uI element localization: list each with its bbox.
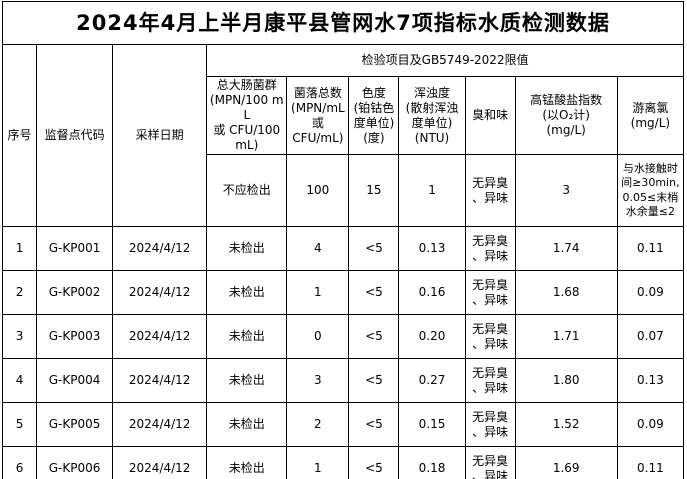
cell-free-chlorine: 0.09 <box>616 402 685 447</box>
cell-index: 2 <box>1 270 38 315</box>
col-header-index: 序号 <box>1 44 38 227</box>
cell-total-coliform: 未检出 <box>206 358 288 403</box>
cell-colony-count: 1 <box>286 270 350 315</box>
cell-colony-count: 3 <box>286 358 350 403</box>
col-header-turbidity: 浑浊度 (散射浑浊 度单位) (NTU) <box>398 76 466 155</box>
table-row: 6 G-KP006 2024/4/12 未检出 1 <5 0.18 无异臭 、异… <box>1 446 685 479</box>
cell-colony-count: 4 <box>286 226 350 271</box>
col-header-total-coliform: 总大肠菌群 (MPN/100 mL 或 CFU/100 mL) <box>206 76 288 155</box>
cell-free-chlorine: 0.09 <box>616 270 685 315</box>
cell-sample-date: 2024/4/12 <box>112 358 208 403</box>
cell-sample-date: 2024/4/12 <box>112 226 208 271</box>
limit-odor: 无异臭 、异味 <box>464 154 516 227</box>
cell-odor: 无异臭 、异味 <box>464 314 516 359</box>
cell-permanganate-index: 1.74 <box>514 226 618 271</box>
cell-free-chlorine: 0.13 <box>616 358 685 403</box>
cell-free-chlorine: 0.11 <box>616 226 685 271</box>
col-header-odor: 臭和味 <box>464 76 516 155</box>
table-row: 1 G-KP001 2024/4/12 未检出 4 <5 0.13 无异臭 、异… <box>1 226 685 271</box>
cell-index: 1 <box>1 226 38 271</box>
cell-permanganate-index: 1.80 <box>514 358 618 403</box>
cell-odor: 无异臭 、异味 <box>464 402 516 447</box>
cell-total-coliform: 未检出 <box>206 270 288 315</box>
cell-sample-date: 2024/4/12 <box>112 402 208 447</box>
col-header-sample-date: 采样日期 <box>112 44 208 227</box>
cell-index: 4 <box>1 358 38 403</box>
table-row: 5 G-KP005 2024/4/12 未检出 2 <5 0.15 无异臭 、异… <box>1 402 685 447</box>
cell-site-code: G-KP006 <box>36 446 114 479</box>
col-header-permanganate-index: 高锰酸盐指数 (以O₂计) (mg/L) <box>514 76 618 155</box>
title-row: 2024年4月上半月康平县管网水7项指标水质检测数据 <box>2 1 684 45</box>
limit-turbidity: 1 <box>398 154 466 227</box>
cell-sample-date: 2024/4/12 <box>112 270 208 315</box>
cell-odor: 无异臭 、异味 <box>464 226 516 271</box>
cell-odor: 无异臭 、异味 <box>464 446 516 479</box>
cell-chroma: <5 <box>348 402 400 447</box>
cell-permanganate-index: 1.68 <box>514 270 618 315</box>
cell-chroma: <5 <box>348 270 400 315</box>
limit-colony-count: 100 <box>286 154 350 227</box>
cell-index: 3 <box>1 314 38 359</box>
cell-site-code: G-KP004 <box>36 358 114 403</box>
cell-turbidity: 0.27 <box>398 358 466 403</box>
cell-turbidity: 0.18 <box>398 446 466 479</box>
limits-row: 不应检出 100 15 1 无异臭 、异味 3 与水接触时 间≥30min, 0… <box>3 154 685 227</box>
page-title: 2024年4月上半月康平县管网水7项指标水质检测数据 <box>2 1 684 45</box>
table-row: 4 G-KP004 2024/4/12 未检出 3 <5 0.27 无异臭 、异… <box>1 358 685 403</box>
col-header-chroma: 色度 (铂钴色 度单位) (度) <box>348 76 400 155</box>
item-header-row: 总大肠菌群 (MPN/100 mL 或 CFU/100 mL) 菌落总数 (MP… <box>3 76 685 155</box>
limit-total-coliform: 不应检出 <box>206 154 288 227</box>
col-header-colony-count: 菌落总数 (MPN/mL 或 CFU/mL) <box>286 76 350 155</box>
cell-site-code: G-KP003 <box>36 314 114 359</box>
cell-permanganate-index: 1.71 <box>514 314 618 359</box>
cell-index: 6 <box>1 446 38 479</box>
cell-odor: 无异臭 、异味 <box>464 270 516 315</box>
cell-permanganate-index: 1.52 <box>514 402 618 447</box>
cell-colony-count: 2 <box>286 402 350 447</box>
cell-odor: 无异臭 、异味 <box>464 358 516 403</box>
col-header-free-chlorine: 游离氯 (mg/L) <box>616 76 685 155</box>
cell-total-coliform: 未检出 <box>206 402 288 447</box>
cell-turbidity: 0.15 <box>398 402 466 447</box>
cell-chroma: <5 <box>348 446 400 479</box>
cell-turbidity: 0.13 <box>398 226 466 271</box>
cell-chroma: <5 <box>348 226 400 271</box>
cell-colony-count: 1 <box>286 446 350 479</box>
group-header-test-items: 检验项目及GB5749-2022限值 <box>206 44 684 77</box>
table-row: 2 G-KP002 2024/4/12 未检出 1 <5 0.16 无异臭 、异… <box>1 270 685 315</box>
cell-free-chlorine: 0.11 <box>616 446 685 479</box>
cell-turbidity: 0.20 <box>398 314 466 359</box>
cell-chroma: <5 <box>348 314 400 359</box>
cell-index: 5 <box>1 402 38 447</box>
cell-permanganate-index: 1.69 <box>514 446 618 479</box>
limit-free-chlorine: 与水接触时 间≥30min, 0.05≤末梢 水余量≤2 <box>616 154 685 227</box>
cell-turbidity: 0.16 <box>398 270 466 315</box>
col-header-site-code: 监督点代码 <box>36 44 114 227</box>
cell-site-code: G-KP001 <box>36 226 114 271</box>
table-row: 3 G-KP003 2024/4/12 未检出 0 <5 0.20 无异臭 、异… <box>1 314 685 359</box>
cell-chroma: <5 <box>348 358 400 403</box>
cell-colony-count: 0 <box>286 314 350 359</box>
cell-total-coliform: 未检出 <box>206 446 288 479</box>
cell-site-code: G-KP005 <box>36 402 114 447</box>
cell-sample-date: 2024/4/12 <box>112 314 208 359</box>
cell-total-coliform: 未检出 <box>206 226 288 271</box>
header-group-row: 序号 监督点代码 采样日期 检验项目及GB5749-2022限值 <box>1 44 684 227</box>
limit-permanganate-index: 3 <box>514 154 618 227</box>
limit-chroma: 15 <box>348 154 400 227</box>
cell-free-chlorine: 0.07 <box>616 314 685 359</box>
cell-total-coliform: 未检出 <box>206 314 288 359</box>
cell-sample-date: 2024/4/12 <box>112 446 208 479</box>
cell-site-code: G-KP002 <box>36 270 114 315</box>
